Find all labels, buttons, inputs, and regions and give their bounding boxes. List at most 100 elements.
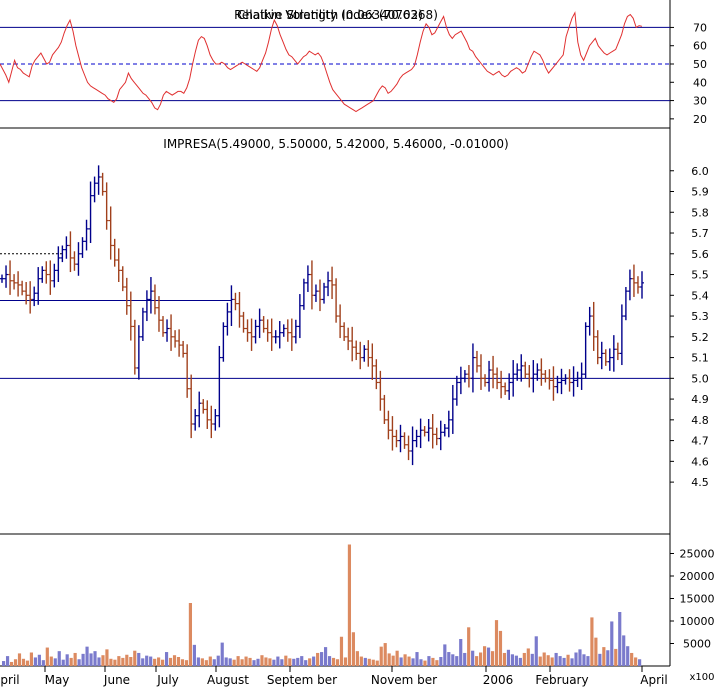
volume-bar — [447, 652, 451, 666]
volume-bar — [486, 647, 491, 666]
volume-bar — [192, 644, 196, 666]
volume-bar — [395, 650, 399, 666]
volume-bar — [598, 653, 602, 666]
volume-bar — [451, 654, 455, 666]
volume-bar — [25, 660, 30, 666]
volume-bar — [157, 657, 161, 666]
volume-bar — [479, 652, 483, 666]
volume-bar — [443, 644, 447, 666]
volume-bar — [471, 650, 475, 666]
volume-bar — [145, 655, 149, 666]
volume-bar — [323, 647, 328, 666]
volume-bar — [383, 643, 387, 666]
volume-bar — [53, 658, 57, 666]
volume-bar — [455, 656, 459, 666]
volume-bar — [367, 658, 371, 666]
x-tick-label: pril — [0, 673, 19, 687]
volume-bar — [498, 630, 503, 666]
volume-bar — [538, 656, 542, 666]
volume-bar — [594, 637, 598, 666]
volume-bar — [312, 656, 316, 666]
volume-bar — [379, 646, 383, 666]
volume-bar — [196, 657, 200, 666]
volume-bar — [331, 657, 336, 666]
rsi-title-text: Relative Strength Index (70.6368) — [234, 8, 438, 22]
volume-bar — [101, 655, 105, 666]
volume-tick-label: 25000 — [680, 548, 715, 561]
volume-bar — [582, 654, 586, 666]
volume-bar — [153, 658, 157, 666]
price-tick-label: 5.9 — [691, 186, 709, 199]
volume-bar — [359, 656, 363, 666]
volume-unit-label: x100 — [689, 672, 714, 683]
volume-panel: 5000 10000 15000 20000 25000 — [2, 544, 715, 666]
volume-tick-label: 15000 — [680, 593, 715, 606]
price-tick-label: 5.7 — [691, 227, 709, 240]
volume-bar — [419, 659, 423, 666]
volume-bar — [176, 657, 181, 666]
volume-bar — [2, 661, 6, 666]
volume-bar — [622, 635, 626, 666]
price-tick-label: 4.8 — [691, 414, 709, 427]
volume-bar — [164, 652, 169, 666]
volume-bar — [534, 636, 538, 666]
volume-bar — [77, 659, 81, 666]
volume-bar — [200, 658, 204, 666]
volume-bar — [113, 659, 117, 666]
volume-bar — [21, 658, 26, 666]
volume-bar — [526, 648, 530, 666]
price-tick-label: 4.7 — [691, 435, 709, 448]
x-tick-label: July — [156, 673, 179, 687]
volume-bar — [109, 658, 113, 666]
volume-bar — [510, 654, 514, 666]
volume-bar — [268, 658, 272, 666]
volume-bar — [129, 657, 133, 666]
volume-bar — [85, 646, 89, 666]
x-axis: pril May June July August Septem ber Novem ber… — [0, 666, 668, 687]
rsi-tick-label: 20 — [693, 113, 707, 126]
volume-bar — [431, 657, 435, 666]
volume-bar — [610, 621, 614, 666]
volume-bar — [630, 652, 634, 666]
volume-bar — [188, 603, 193, 666]
volume-bar — [232, 659, 236, 666]
volume-bar — [634, 657, 638, 666]
volume-bar — [133, 650, 137, 666]
volume-bar — [276, 656, 280, 666]
volume-tick-label: 10000 — [680, 615, 715, 628]
volume-bar — [89, 653, 93, 666]
volume-bar — [105, 649, 109, 666]
volume-bar — [17, 653, 22, 666]
volume-bar — [407, 656, 411, 666]
volume-bar — [93, 651, 97, 666]
volume-bar — [618, 612, 622, 666]
volume-bar — [435, 660, 439, 666]
volume-bar — [61, 659, 65, 666]
volume-bar — [514, 655, 518, 666]
volume-bar — [518, 657, 522, 666]
volume-bar — [9, 661, 14, 666]
price-tick-label: 5.8 — [691, 206, 709, 219]
volume-bar — [391, 655, 395, 666]
volume-bar — [546, 655, 550, 666]
rsi-tick-label: 40 — [693, 76, 707, 89]
volume-bar — [542, 652, 546, 666]
volume-bar — [459, 639, 463, 666]
volume-bar — [300, 656, 304, 666]
volume-bar — [121, 657, 125, 666]
rsi-title: Relative Strength Index (70.6368) Chaiki… — [234, 8, 438, 22]
volume-bar — [29, 652, 34, 666]
volume-bar — [73, 652, 77, 666]
x-tick-label: Novem ber — [371, 673, 437, 687]
price-tick-label: 5.5 — [691, 269, 709, 282]
price-tick-label: 5.0 — [691, 372, 709, 385]
volume-bar — [578, 649, 582, 666]
price-tick-label: 5.4 — [691, 289, 709, 302]
volume-bar — [125, 654, 129, 666]
volume-bar — [180, 659, 185, 666]
rsi-tick-label: 30 — [693, 95, 707, 108]
price-tick-label: 5.3 — [691, 310, 709, 323]
volume-bar — [566, 654, 570, 666]
volume-bar — [335, 659, 340, 666]
